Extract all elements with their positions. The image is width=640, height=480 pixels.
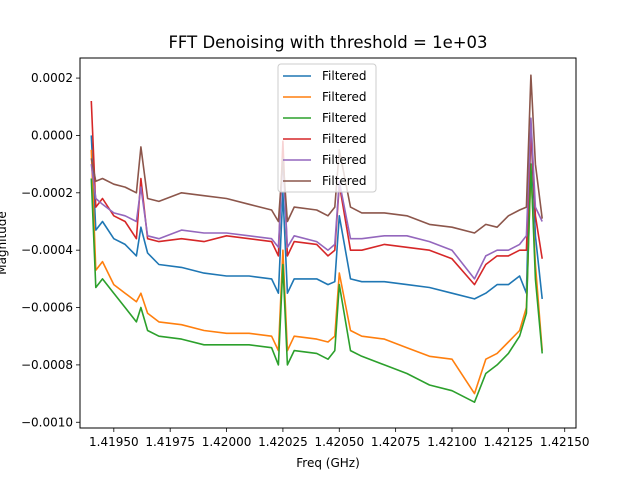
x-axis-label: Freq (GHz)	[296, 456, 360, 470]
chart-title: FFT Denoising with threshold = 1e+03	[168, 33, 487, 52]
y-tick-label: −0.0004	[21, 243, 73, 257]
y-tick-label: 0.0000	[31, 128, 73, 142]
y-axis-ticks: 0.0002 0.0000 −0.0002 −0.0004 −0.0006 −0.0008…	[21, 71, 80, 429]
x-tick-label: 1.41950	[89, 435, 139, 449]
legend-label-6: Filtered	[322, 174, 366, 188]
y-tick-label: −0.0010	[21, 415, 73, 429]
series-line-6	[90, 74, 543, 234]
series-line-4	[90, 100, 543, 286]
x-tick-label: 1.42125	[484, 435, 534, 449]
legend-label-3: Filtered	[322, 111, 366, 125]
y-tick-label: −0.0002	[21, 186, 73, 200]
series-line-1	[90, 126, 543, 300]
y-tick-label: 0.0002	[31, 71, 73, 85]
y-tick-label: −0.0008	[21, 358, 73, 372]
x-axis-ticks: 1.41950 1.41975 1.42000 1.42025 1.42050 1.420…	[89, 428, 590, 449]
legend-label-1: Filtered	[322, 69, 366, 83]
x-tick-label: 1.42075	[371, 435, 421, 449]
x-tick-label: 1.42150	[540, 435, 590, 449]
series-line-5	[90, 117, 543, 280]
y-axis-label: Magnitude	[0, 211, 9, 275]
series-layer	[90, 74, 543, 404]
legend-label-2: Filtered	[322, 90, 366, 104]
legend-label-4: Filtered	[322, 132, 366, 146]
plot-frame	[79, 57, 577, 429]
x-tick-label: 1.41975	[145, 435, 195, 449]
x-tick-label: 1.42050	[314, 435, 364, 449]
x-tick-label: 1.42000	[202, 435, 252, 449]
legend-label-5: Filtered	[322, 153, 366, 167]
legend: Filtered Filtered Filtered Filtered Filtered…	[277, 63, 377, 193]
series-line-2	[90, 149, 543, 395]
series-line-3	[90, 163, 543, 404]
x-tick-label: 1.42025	[258, 435, 308, 449]
x-tick-label: 1.42100	[427, 435, 477, 449]
legend-box	[277, 63, 377, 193]
y-tick-label: −0.0006	[21, 301, 73, 315]
